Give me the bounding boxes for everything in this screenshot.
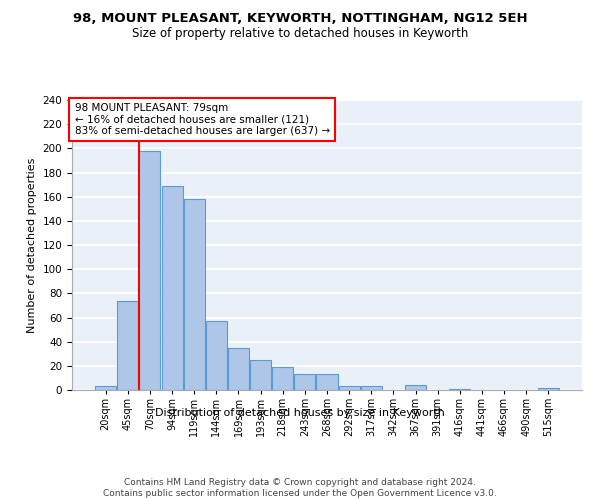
Bar [538, 388, 559, 390]
Bar [316, 374, 338, 390]
Bar [184, 199, 205, 390]
Bar [228, 348, 249, 390]
Bar [295, 374, 316, 390]
Bar [449, 389, 470, 390]
Text: Size of property relative to detached houses in Keyworth: Size of property relative to detached ho… [132, 28, 468, 40]
Y-axis label: Number of detached properties: Number of detached properties [27, 158, 37, 332]
Text: Distribution of detached houses by size in Keyworth: Distribution of detached houses by size … [155, 408, 445, 418]
Bar [250, 360, 271, 390]
Bar [161, 186, 182, 390]
Bar [139, 151, 160, 390]
Bar [272, 367, 293, 390]
Text: 98, MOUNT PLEASANT, KEYWORTH, NOTTINGHAM, NG12 5EH: 98, MOUNT PLEASANT, KEYWORTH, NOTTINGHAM… [73, 12, 527, 26]
Bar [405, 385, 426, 390]
Bar [118, 300, 139, 390]
Bar [361, 386, 382, 390]
Text: 98 MOUNT PLEASANT: 79sqm
← 16% of detached houses are smaller (121)
83% of semi-: 98 MOUNT PLEASANT: 79sqm ← 16% of detach… [74, 103, 329, 136]
Text: Contains HM Land Registry data © Crown copyright and database right 2024.
Contai: Contains HM Land Registry data © Crown c… [103, 478, 497, 498]
Bar [338, 386, 359, 390]
Bar [206, 321, 227, 390]
Bar [95, 386, 116, 390]
